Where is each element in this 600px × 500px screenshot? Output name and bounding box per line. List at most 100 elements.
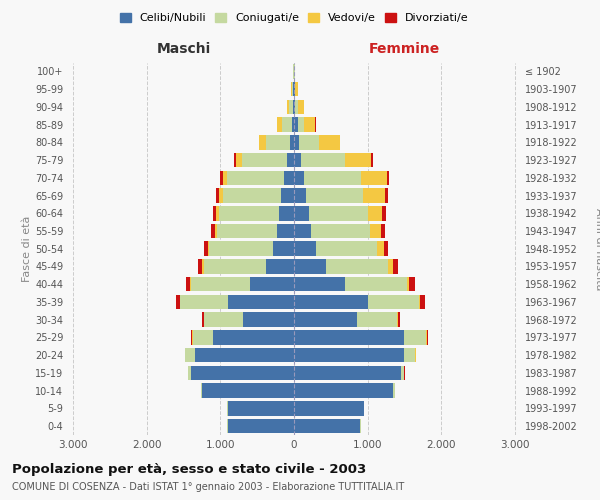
Bar — [274, 242, 294, 256]
Bar — [279, 206, 294, 220]
Bar — [228, 419, 294, 434]
Bar — [259, 135, 266, 150]
Bar — [213, 206, 215, 220]
Bar — [326, 259, 388, 274]
Bar — [199, 259, 202, 274]
Bar — [294, 135, 299, 150]
Bar — [215, 224, 217, 238]
Bar — [370, 224, 381, 238]
Bar — [211, 224, 215, 238]
Bar — [284, 170, 294, 185]
Bar — [294, 277, 346, 291]
Bar — [220, 170, 223, 185]
Bar — [242, 153, 287, 168]
Bar — [217, 224, 277, 238]
Bar — [219, 188, 223, 203]
Bar — [228, 294, 294, 309]
Bar — [186, 277, 190, 291]
Bar — [287, 100, 289, 114]
Bar — [401, 366, 404, 380]
Y-axis label: Anni di nascita: Anni di nascita — [595, 208, 600, 290]
Bar — [191, 277, 250, 291]
Bar — [301, 153, 346, 168]
Bar — [201, 384, 202, 398]
Bar — [388, 259, 392, 274]
Bar — [306, 188, 363, 203]
Bar — [223, 188, 281, 203]
Bar — [188, 366, 191, 380]
Bar — [215, 206, 219, 220]
Bar — [294, 330, 404, 344]
Bar — [294, 419, 360, 434]
Bar — [293, 82, 294, 96]
Bar — [294, 206, 309, 220]
Bar — [386, 170, 389, 185]
Bar — [409, 277, 415, 291]
Bar — [294, 100, 295, 114]
Bar — [294, 259, 326, 274]
Bar — [202, 259, 203, 274]
Text: COMUNE DI COSENZA - Dati ISTAT 1° gennaio 2003 - Elaborazione TUTTITALIA.IT: COMUNE DI COSENZA - Dati ISTAT 1° gennai… — [12, 482, 404, 492]
Bar — [180, 294, 228, 309]
Bar — [223, 170, 227, 185]
Bar — [361, 170, 386, 185]
Bar — [309, 206, 368, 220]
Bar — [208, 242, 209, 256]
Bar — [294, 118, 298, 132]
Bar — [298, 118, 304, 132]
Bar — [228, 401, 294, 415]
Bar — [294, 82, 295, 96]
Legend: Celibi/Nubili, Coniugati/e, Vedovi/e, Divorziati/e: Celibi/Nubili, Coniugati/e, Vedovi/e, Di… — [118, 10, 470, 25]
Bar — [193, 330, 213, 344]
Bar — [236, 153, 242, 168]
Bar — [292, 118, 294, 132]
Bar — [242, 312, 294, 327]
Bar — [294, 294, 368, 309]
Bar — [294, 366, 401, 380]
Bar — [294, 224, 311, 238]
Text: Maschi: Maschi — [157, 42, 211, 56]
Bar — [219, 206, 279, 220]
Bar — [298, 100, 304, 114]
Bar — [294, 188, 306, 203]
Bar — [277, 224, 294, 238]
Bar — [316, 242, 377, 256]
Bar — [282, 118, 292, 132]
Bar — [213, 330, 294, 344]
Bar — [299, 135, 319, 150]
Y-axis label: Fasce di età: Fasce di età — [22, 216, 32, 282]
Bar — [176, 294, 179, 309]
Bar — [293, 100, 294, 114]
Bar — [385, 188, 388, 203]
Bar — [407, 277, 409, 291]
Text: Femmine: Femmine — [368, 42, 440, 56]
Bar — [277, 118, 282, 132]
Bar — [377, 242, 384, 256]
Bar — [235, 153, 236, 168]
Bar — [202, 384, 294, 398]
Bar — [294, 153, 301, 168]
Bar — [363, 188, 385, 203]
Bar — [294, 242, 316, 256]
Bar — [427, 330, 428, 344]
Bar — [304, 170, 361, 185]
Bar — [371, 153, 373, 168]
Bar — [368, 294, 419, 309]
Bar — [281, 188, 294, 203]
Bar — [287, 153, 294, 168]
Bar — [295, 100, 298, 114]
Bar — [294, 401, 364, 415]
Bar — [393, 384, 395, 398]
Bar — [294, 170, 304, 185]
Bar — [398, 312, 400, 327]
Bar — [191, 366, 294, 380]
Bar — [217, 188, 219, 203]
Bar — [227, 170, 284, 185]
Bar — [195, 348, 294, 362]
Bar — [346, 277, 407, 291]
Bar — [294, 384, 393, 398]
Bar — [382, 206, 386, 220]
Bar — [368, 206, 382, 220]
Bar — [266, 259, 294, 274]
Bar — [311, 224, 370, 238]
